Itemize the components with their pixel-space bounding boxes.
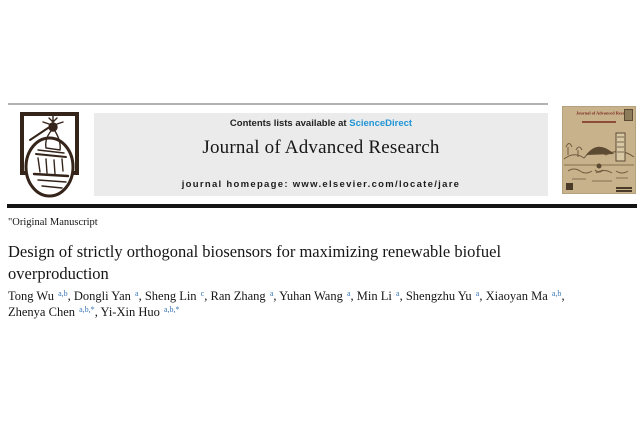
- cover-illustration: [563, 132, 635, 182]
- article-type-label: "Original Manuscript: [8, 217, 98, 228]
- author-affiliation-sup: a: [269, 289, 274, 298]
- cover-footer-text-mark: [616, 187, 632, 189]
- journal-cover-thumbnail: Journal of Advanced Research: [562, 106, 636, 194]
- author-affiliation-sup: a,b,*: [79, 305, 95, 314]
- header-bottom-rule: [7, 204, 637, 208]
- cover-title: Journal of Advanced Research: [576, 111, 633, 116]
- author-affiliation-sup: a: [396, 289, 400, 298]
- homepage-prefix: journal homepage:: [181, 179, 293, 190]
- author-list: Tong Wu a,b, Dongli Yan a, Sheng Lin c, …: [8, 288, 640, 320]
- contents-line-prefix: Contents lists available at: [229, 118, 350, 129]
- cover-subtitle-line: [582, 121, 616, 123]
- header-top-rule: [8, 103, 548, 105]
- author-affiliation-sup: a: [135, 289, 139, 298]
- author-affiliation-sup: a: [475, 289, 480, 298]
- cover-emblem-icon: [624, 109, 633, 121]
- homepage-url-link[interactable]: www.elsevier.com/locate/jare: [292, 179, 461, 190]
- author-line-2: Zhenya Chen a,b,*, Yi-Xin Huo a,b,*: [8, 305, 180, 319]
- scribe-emblem-icon: [20, 112, 79, 198]
- author-affiliation-sup: c: [200, 289, 205, 298]
- author-affiliation-sup: a,b: [551, 289, 562, 298]
- journal-logo: [20, 112, 79, 199]
- author-affiliation-sup: a,b: [58, 289, 68, 298]
- journal-title: Journal of Advanced Research: [202, 137, 440, 158]
- contents-line: Contents lists available at ScienceDirec…: [94, 118, 548, 129]
- article-title: Design of strictly orthogonal biosensors…: [8, 242, 502, 283]
- author-line-1: Tong Wu a,b, Dongli Yan a, Sheng Lin c, …: [8, 289, 565, 303]
- journal-homepage-line: journal homepage: www.elsevier.com/locat…: [94, 179, 548, 190]
- journal-header-panel: Contents lists available at ScienceDirec…: [94, 113, 548, 196]
- author-affiliation-sup: a,b,*: [163, 305, 180, 314]
- sciencedirect-link[interactable]: ScienceDirect: [349, 118, 413, 129]
- cover-publisher-mark: [566, 183, 573, 190]
- author-affiliation-sup: a: [346, 289, 351, 298]
